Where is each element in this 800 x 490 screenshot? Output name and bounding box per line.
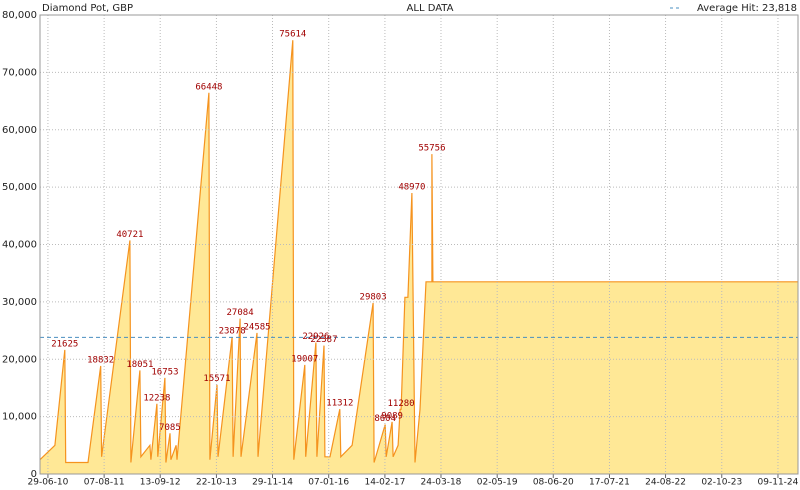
chart-title: Diamond Pot, GBP xyxy=(42,3,133,14)
plot-frame xyxy=(39,14,799,475)
data-label: 8604 xyxy=(374,414,396,424)
data-label: 18051 xyxy=(126,360,153,370)
data-label: 11312 xyxy=(326,399,353,409)
y-tick-label: 50,000 xyxy=(2,182,37,193)
x-tick-label: 07-01-16 xyxy=(308,478,349,488)
x-tick-label: 24-03-18 xyxy=(421,478,462,488)
data-label: 19007 xyxy=(291,354,318,364)
data-label: 27084 xyxy=(227,308,254,318)
area xyxy=(40,40,798,474)
x-tick-label: 29-11-14 xyxy=(252,478,293,488)
y-tick-label: 0 xyxy=(31,469,37,480)
data-label: 24585 xyxy=(244,322,271,332)
data-label: 22387 xyxy=(310,335,337,345)
y-tick-label: 40,000 xyxy=(2,240,37,251)
data-label: 7085 xyxy=(159,423,181,433)
data-label: 40721 xyxy=(116,230,143,240)
x-tick-label: 13-09-12 xyxy=(140,478,181,488)
data-label: 75614 xyxy=(279,30,306,40)
legend-label: Average Hit: 23,818 xyxy=(697,3,797,14)
data-label: 29803 xyxy=(360,293,387,303)
data-label: 22926 xyxy=(302,332,329,342)
y-tick-label: 20,000 xyxy=(2,354,37,365)
data-label: 48970 xyxy=(398,183,425,193)
line xyxy=(39,40,798,464)
x-tick-label: 29-06-10 xyxy=(28,478,69,488)
data-label: 15571 xyxy=(203,374,230,384)
y-tick-label: 60,000 xyxy=(2,125,37,136)
data-label: 9089 xyxy=(381,411,403,421)
data-label: 66448 xyxy=(195,82,222,92)
data-label: 18832 xyxy=(87,355,114,365)
data-label: 16753 xyxy=(151,367,178,377)
y-tick-label: 80,000 xyxy=(2,10,37,21)
y-tick-label: 10,000 xyxy=(2,412,37,423)
x-tick-label: 02-10-23 xyxy=(701,478,742,488)
x-tick-label: 22-10-13 xyxy=(196,478,237,488)
x-tick-label: 17-07-21 xyxy=(589,478,630,488)
x-tick-label: 07-08-11 xyxy=(84,478,125,488)
x-tick-label: 24-08-22 xyxy=(645,478,686,488)
data-label: 55756 xyxy=(418,144,445,154)
data-label: 12238 xyxy=(143,393,170,403)
x-tick-label: 08-06-20 xyxy=(533,478,574,488)
chart-subtitle: ALL DATA xyxy=(407,3,454,14)
data-label: 23878 xyxy=(219,326,246,336)
x-tick-label: 09-11-24 xyxy=(758,478,799,488)
x-tick-label: 14-02-17 xyxy=(364,478,405,488)
y-tick-label: 30,000 xyxy=(2,297,37,308)
data-label: 11280 xyxy=(388,399,415,409)
y-tick-label: 70,000 xyxy=(2,67,37,78)
data-label: 21625 xyxy=(51,339,78,349)
x-tick-label: 02-05-19 xyxy=(477,478,518,488)
